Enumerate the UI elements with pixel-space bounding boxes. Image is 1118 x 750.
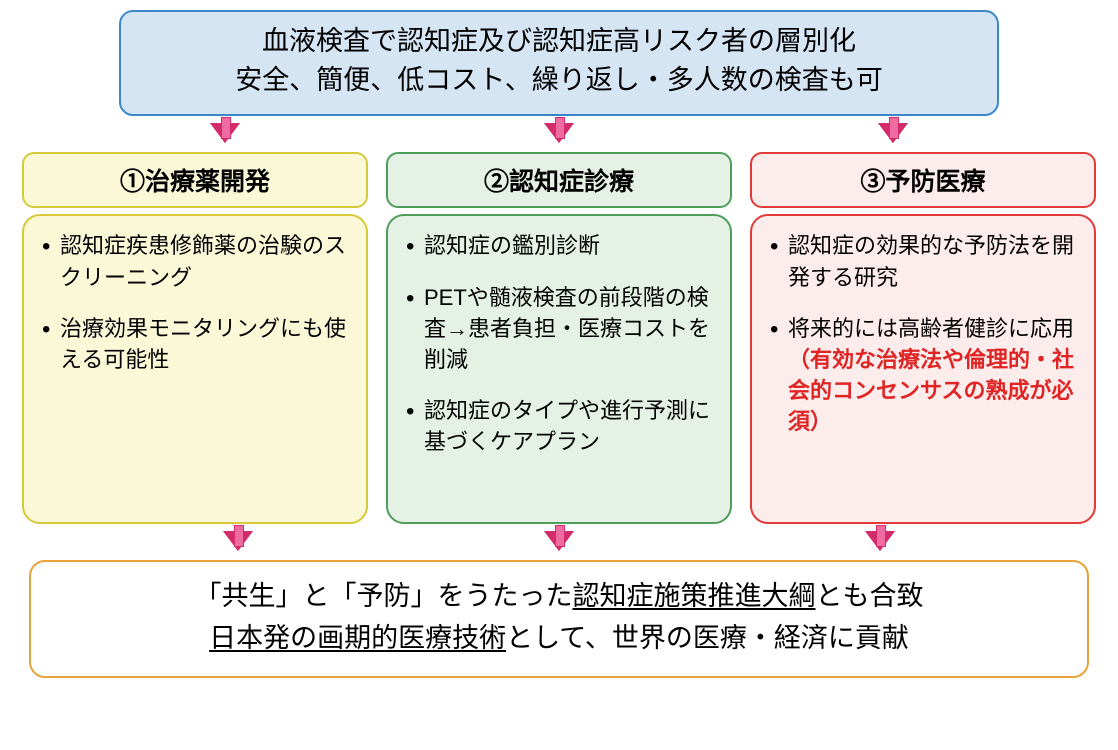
text-underlined: 日本発の画期的医療技術 [209,623,506,653]
list-item-text: 将来的には高齢者健診に応用 [788,316,1074,341]
column-2-body: 認知症の鑑別診断 PETや髄液検査の前段階の検査→患者負担・医療コストを削減 認… [386,214,732,524]
list-item: 認知症の鑑別診断 [402,230,716,261]
arrow-down-icon [546,533,572,551]
text-fragment: として、世界の医療・経済に貢献 [506,623,909,653]
arrow-down-icon [867,533,893,551]
column-3-header: ③予防医療 [750,152,1096,208]
column-1-body: 認知症疾患修飾薬の治験のスクリーニング 治療効果モニタリングにも使える可能性 [22,214,368,524]
list-item: 認知症の効果的な予防法を開発する研究 [766,230,1080,292]
text-underlined: 認知症施策推進大綱 [573,581,816,611]
top-summary-box: 血液検査で認知症及び認知症高リスク者の層別化 安全、簡便、低コスト、繰り返し・多… [119,10,999,116]
column-3-body: 認知症の効果的な予防法を開発する研究 将来的には高齢者健診に応用 （有効な治療法や… [750,214,1096,524]
three-column-row: ①治療薬開発 認知症疾患修飾薬の治験のスクリーニング 治療効果モニタリングにも使… [18,152,1100,524]
arrow-row-upper [18,116,1100,152]
column-2-header: ②認知症診療 [386,152,732,208]
column-2: ②認知症診療 認知症の鑑別診断 PETや髄液検査の前段階の検査→患者負担・医療コ… [386,152,732,524]
column-3: ③予防医療 認知症の効果的な予防法を開発する研究 将来的には高齢者健診に応用 （有… [750,152,1096,524]
bottom-conclusion-box: 「共生」と「予防」をうたった認知症施策推進大綱とも合致 日本発の画期的医療技術と… [29,560,1089,678]
arrow-down-icon [212,125,238,143]
bottom-line-1: 「共生」と「予防」をうたった認知症施策推進大綱とも合致 [51,576,1067,618]
list-item: PETや髄液検査の前段階の検査→患者負担・医療コストを削減 [402,282,716,376]
list-item-caution: （有効な治療法や倫理的・社会的コンセンサスの熟成が必須） [788,347,1074,434]
text-fragment: 「共生」と「予防」をうたった [195,581,573,611]
arrow-down-icon [546,125,572,143]
arrow-down-icon [225,533,251,551]
top-line-2: 安全、簡便、低コスト、繰り返し・多人数の検査も可 [141,61,977,100]
list-item: 認知症疾患修飾薬の治験のスクリーニング [38,230,352,292]
arrow-row-lower [18,524,1100,560]
top-line-1: 血液検査で認知症及び認知症高リスク者の層別化 [141,22,977,61]
arrow-down-icon [880,125,906,143]
list-item: 治療効果モニタリングにも使える可能性 [38,313,352,375]
list-item: 将来的には高齢者健診に応用 （有効な治療法や倫理的・社会的コンセンサスの熟成が必須… [766,313,1080,438]
bottom-line-2: 日本発の画期的医療技術として、世界の医療・経済に貢献 [51,618,1067,660]
column-1: ①治療薬開発 認知症疾患修飾薬の治験のスクリーニング 治療効果モニタリングにも使… [22,152,368,524]
text-fragment: とも合致 [816,581,924,611]
list-item: 認知症のタイプや進行予測に基づくケアプラン [402,395,716,457]
column-1-header: ①治療薬開発 [22,152,368,208]
